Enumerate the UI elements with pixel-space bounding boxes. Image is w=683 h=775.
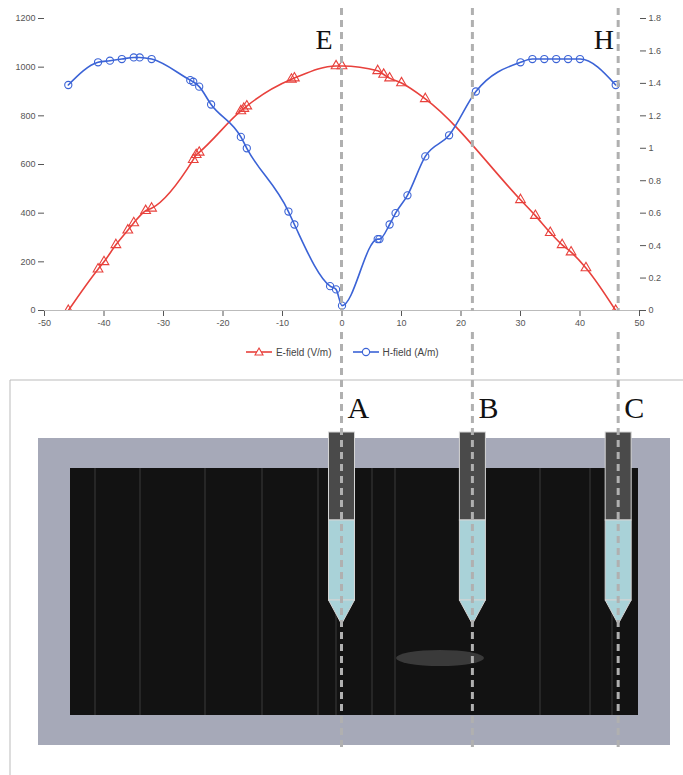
svg-text:0.8: 0.8: [649, 176, 662, 186]
svg-text:0: 0: [339, 318, 344, 328]
svg-text:1.2: 1.2: [649, 111, 662, 121]
svg-text:0: 0: [30, 305, 35, 315]
svg-text:1: 1: [649, 143, 654, 153]
svg-text:30: 30: [515, 318, 525, 328]
svg-text:40: 40: [575, 318, 585, 328]
svg-text:200: 200: [20, 257, 35, 267]
svg-text:0.6: 0.6: [649, 208, 662, 218]
svg-text:-40: -40: [97, 318, 110, 328]
svg-text:1000: 1000: [15, 62, 35, 72]
svg-text:20: 20: [456, 318, 466, 328]
svg-text:-20: -20: [216, 318, 229, 328]
svg-text:800: 800: [20, 111, 35, 121]
svg-text:600: 600: [20, 159, 35, 169]
svg-text:E: E: [316, 24, 333, 55]
svg-text:A: A: [348, 391, 370, 424]
svg-text:-10: -10: [276, 318, 289, 328]
svg-text:-30: -30: [157, 318, 170, 328]
svg-text:10: 10: [396, 318, 406, 328]
svg-text:C: C: [624, 391, 644, 424]
svg-text:0.2: 0.2: [649, 273, 662, 283]
svg-text:1200: 1200: [15, 13, 35, 23]
svg-text:1.4: 1.4: [649, 78, 662, 88]
svg-text:50: 50: [634, 318, 644, 328]
svg-text:-50: -50: [38, 318, 51, 328]
svg-text:1.6: 1.6: [649, 46, 662, 56]
svg-text:1.8: 1.8: [649, 13, 662, 23]
svg-text:0: 0: [649, 305, 654, 315]
svg-text:B: B: [478, 391, 498, 424]
html-text:E-field (V/m): E-field (V/m): [275, 346, 332, 358]
svg-text:0.4: 0.4: [649, 240, 662, 250]
svg-text:400: 400: [20, 208, 35, 218]
svg-text:H: H: [594, 24, 614, 55]
html-text:H-field (A/m): H-field (A/m): [382, 346, 439, 358]
